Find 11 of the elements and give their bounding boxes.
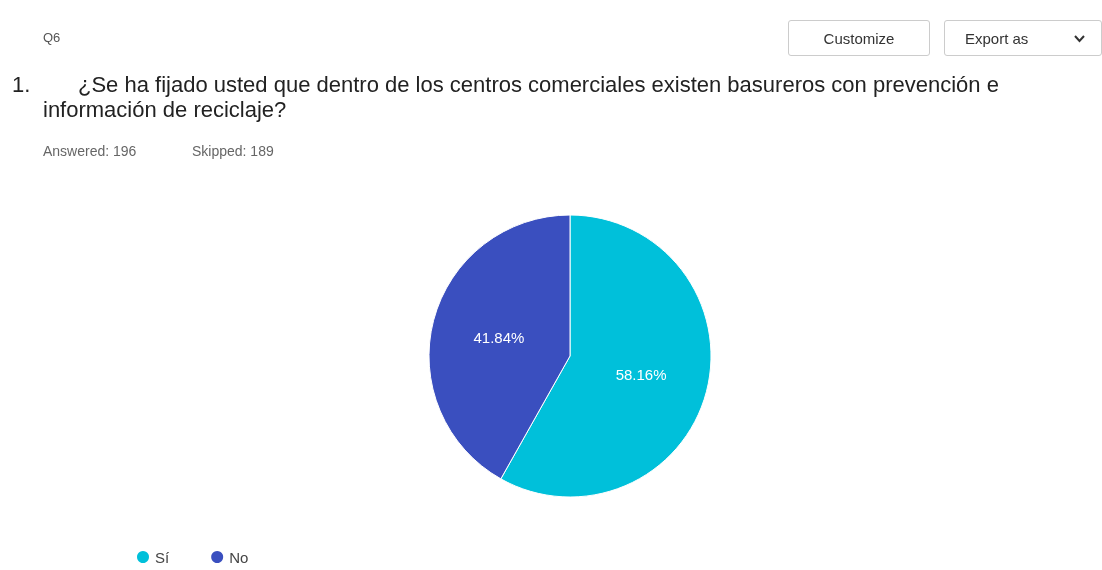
data-label: 58.16% bbox=[615, 366, 667, 384]
legend-label: Sí bbox=[155, 548, 170, 566]
text: 1. bbox=[12, 72, 31, 98]
data-label: 41.84% bbox=[473, 328, 525, 346]
text: Skipped: 189 bbox=[192, 143, 274, 159]
text: Export as bbox=[965, 29, 1029, 47]
chart-title: ¿Se ha fijado usted que dentro de los centros comerciales existen basureros con prevención e información de reciclaje? bbox=[43, 72, 1000, 122]
text: Customize bbox=[788, 20, 930, 56]
text: Answered: 196 bbox=[43, 143, 137, 159]
legend-label: No bbox=[229, 548, 249, 566]
text: Q6 bbox=[43, 30, 61, 45]
